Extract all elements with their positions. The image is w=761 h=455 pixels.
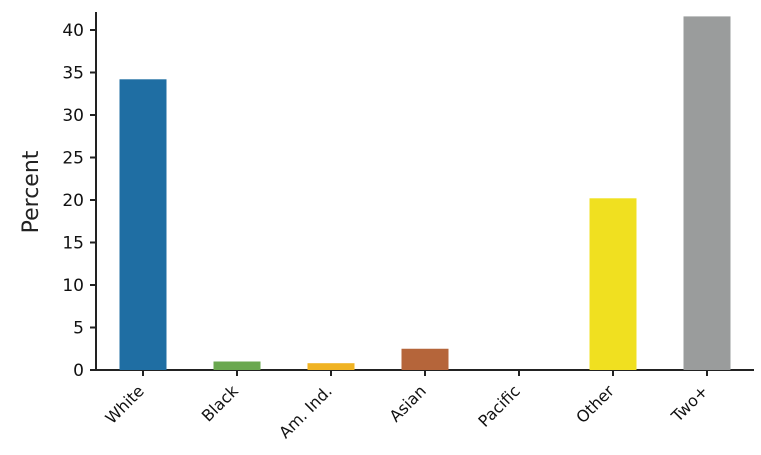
y-tick-label: 25 (62, 149, 84, 169)
bar-asian (401, 348, 449, 370)
y-tick-label: 40 (62, 21, 84, 41)
bar-white (119, 79, 167, 371)
y-tick-label: 15 (62, 234, 84, 254)
y-tick-label: 0 (73, 361, 84, 381)
y-tick-label: 5 (73, 319, 84, 339)
y-tick-label: 35 (62, 64, 84, 84)
y-tick-label: 30 (62, 106, 84, 126)
bar-two (683, 16, 731, 371)
bar-am-ind (307, 363, 355, 370)
y-tick-label: 20 (62, 191, 84, 211)
y-tick-label: 10 (62, 276, 84, 296)
bar-black (213, 361, 261, 370)
bar-other (589, 198, 637, 370)
y-axis-title: Percent (19, 150, 44, 233)
